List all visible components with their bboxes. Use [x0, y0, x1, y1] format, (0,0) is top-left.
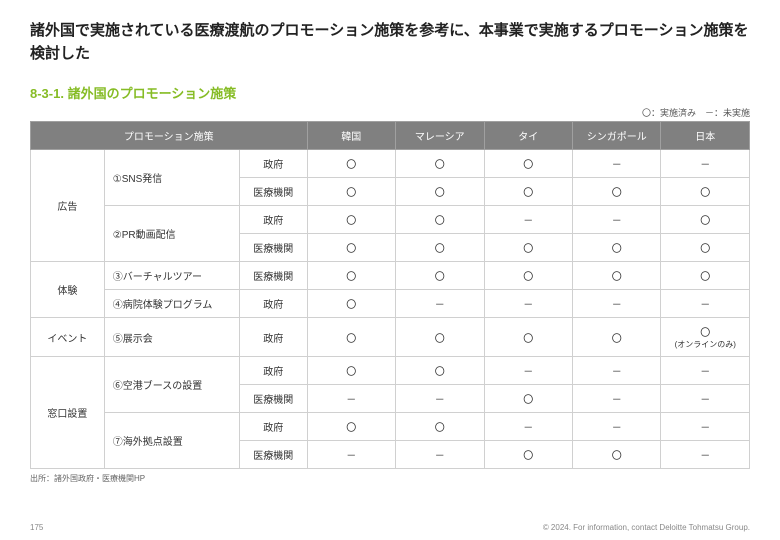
source-note: 出所：諸外国政府・医療機関HP: [30, 473, 750, 484]
actor-cell: 医療機関: [239, 441, 307, 469]
value-cell: －: [573, 206, 661, 234]
value-cell: 〇: [396, 150, 484, 178]
actor-cell: 医療機関: [239, 178, 307, 206]
value-cell: 〇(オンラインのみ): [661, 318, 750, 357]
value-cell: 〇: [307, 262, 395, 290]
actor-cell: 政府: [239, 206, 307, 234]
value-cell: 〇: [307, 206, 395, 234]
value-cell: 〇: [396, 318, 484, 357]
value-cell: 〇: [573, 441, 661, 469]
value-cell: －: [661, 290, 750, 318]
value-cell: －: [396, 441, 484, 469]
value-cell: 〇: [307, 357, 395, 385]
value-cell: 〇: [396, 206, 484, 234]
header-country: タイ: [484, 122, 572, 150]
header-country: 韓国: [307, 122, 395, 150]
page-footer: 175 © 2024. For information, contact Del…: [30, 523, 750, 532]
table-row: 広告①SNS発信政府〇〇〇－－: [31, 150, 750, 178]
value-cell: 〇: [484, 441, 572, 469]
value-cell: －: [573, 357, 661, 385]
value-cell: －: [396, 385, 484, 413]
value-cell: －: [484, 290, 572, 318]
value-cell: 〇: [661, 178, 750, 206]
value-cell: 〇: [307, 150, 395, 178]
value-cell: 〇: [396, 234, 484, 262]
value-cell: 〇: [573, 262, 661, 290]
value-cell: －: [307, 441, 395, 469]
table-row: ⑦海外拠点設置政府〇〇－－－: [31, 413, 750, 441]
value-cell: 〇: [484, 385, 572, 413]
table-header-row: プロモーション施策 韓国 マレーシア タイ シンガポール 日本: [31, 122, 750, 150]
item-cell: ②PR動画配信: [104, 206, 239, 262]
value-cell: 〇: [661, 262, 750, 290]
legend-text: 〇：実施済み －：未実施: [30, 106, 750, 119]
category-cell: イベント: [31, 318, 105, 357]
value-cell: 〇: [307, 290, 395, 318]
value-cell: －: [307, 385, 395, 413]
actor-cell: 政府: [239, 413, 307, 441]
header-country: 日本: [661, 122, 750, 150]
value-cell: 〇: [661, 206, 750, 234]
value-cell: －: [484, 357, 572, 385]
value-cell: －: [484, 206, 572, 234]
value-cell: －: [661, 385, 750, 413]
item-cell: ⑦海外拠点設置: [104, 413, 239, 469]
value-cell: 〇: [484, 178, 572, 206]
actor-cell: 政府: [239, 150, 307, 178]
actor-cell: 政府: [239, 357, 307, 385]
table-row: 体験③バーチャルツアー医療機関〇〇〇〇〇: [31, 262, 750, 290]
table-row: ②PR動画配信政府〇〇－－〇: [31, 206, 750, 234]
table-row: ④病院体験プログラム政府〇－－－－: [31, 290, 750, 318]
page-number: 175: [30, 523, 43, 532]
value-cell: 〇: [573, 234, 661, 262]
item-cell: ④病院体験プログラム: [104, 290, 239, 318]
value-cell: －: [573, 413, 661, 441]
value-cell: 〇: [307, 413, 395, 441]
value-cell: 〇: [573, 178, 661, 206]
value-cell: －: [573, 290, 661, 318]
table-row: イベント⑤展示会政府〇〇〇〇〇(オンラインのみ): [31, 318, 750, 357]
value-cell: 〇: [396, 262, 484, 290]
item-cell: ①SNS発信: [104, 150, 239, 206]
copyright: © 2024. For information, contact Deloitt…: [543, 523, 750, 532]
category-cell: 体験: [31, 262, 105, 318]
header-country: マレーシア: [396, 122, 484, 150]
value-cell: 〇: [484, 150, 572, 178]
item-cell: ⑥空港ブースの設置: [104, 357, 239, 413]
value-cell: －: [661, 413, 750, 441]
value-cell: 〇: [307, 318, 395, 357]
value-cell: 〇: [307, 178, 395, 206]
actor-cell: 医療機関: [239, 234, 307, 262]
value-cell: 〇: [396, 178, 484, 206]
actor-cell: 医療機関: [239, 262, 307, 290]
category-cell: 窓口設置: [31, 357, 105, 469]
page-title: 諸外国で実施されている医療渡航のプロモーション施策を参考に、本事業で実施するプロ…: [30, 20, 750, 65]
value-cell: 〇: [307, 234, 395, 262]
value-cell: －: [661, 441, 750, 469]
value-cell: 〇: [484, 234, 572, 262]
value-cell: 〇: [396, 413, 484, 441]
value-cell: －: [573, 150, 661, 178]
table-row: 窓口設置⑥空港ブースの設置政府〇〇－－－: [31, 357, 750, 385]
value-cell: 〇: [484, 262, 572, 290]
promotion-table: プロモーション施策 韓国 マレーシア タイ シンガポール 日本 広告①SNS発信…: [30, 121, 750, 469]
actor-cell: 医療機関: [239, 385, 307, 413]
value-cell: －: [661, 150, 750, 178]
value-cell: －: [573, 385, 661, 413]
item-cell: ③バーチャルツアー: [104, 262, 239, 290]
header-measure: プロモーション施策: [31, 122, 308, 150]
value-cell: 〇: [573, 318, 661, 357]
value-cell: －: [484, 413, 572, 441]
actor-cell: 政府: [239, 290, 307, 318]
category-cell: 広告: [31, 150, 105, 262]
value-cell: 〇: [661, 234, 750, 262]
actor-cell: 政府: [239, 318, 307, 357]
value-cell: 〇: [396, 357, 484, 385]
value-cell: －: [661, 357, 750, 385]
value-cell: 〇: [484, 318, 572, 357]
item-cell: ⑤展示会: [104, 318, 239, 357]
header-country: シンガポール: [573, 122, 661, 150]
section-subtitle: 8-3-1. 諸外国のプロモーション施策: [30, 83, 750, 102]
value-cell: －: [396, 290, 484, 318]
